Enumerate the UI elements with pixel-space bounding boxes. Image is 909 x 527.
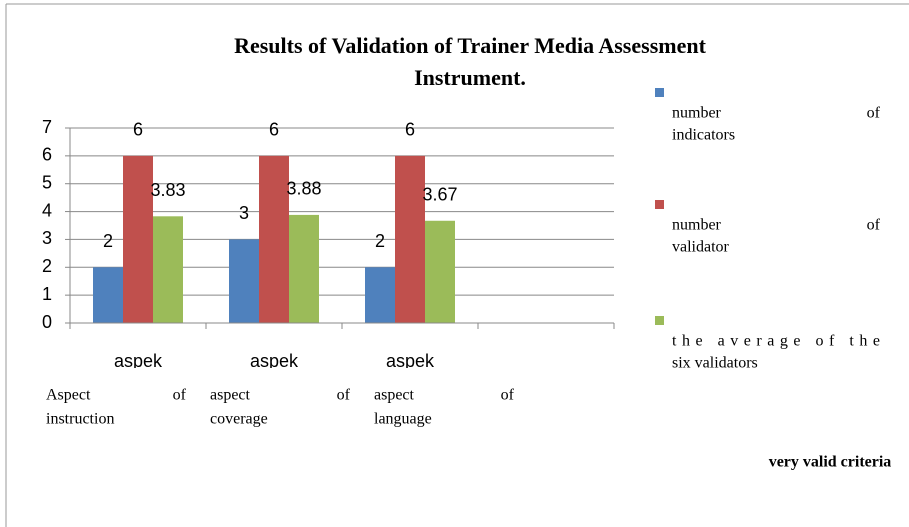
legend-swatch: [655, 316, 664, 325]
bar: [229, 239, 259, 323]
bar: [153, 216, 183, 323]
category-description: of: [173, 387, 187, 404]
category-description: language: [374, 411, 432, 428]
category-description: aspect: [210, 387, 251, 404]
legend-label: the average of the: [672, 333, 880, 350]
y-tick-label: 3: [42, 228, 52, 248]
legend-label: indicators: [672, 127, 735, 144]
category-description: instruction: [46, 411, 114, 428]
data-label: 3.83: [150, 180, 185, 200]
chart-title: Results of Validation of Trainer Media A…: [234, 33, 706, 58]
legend-label: validator: [672, 239, 730, 256]
x-tick-label: aspek: [114, 351, 163, 371]
data-label: 3.67: [422, 185, 457, 205]
bar: [93, 267, 123, 323]
category-description: Aspect: [46, 387, 91, 404]
x-tick-label: aspek: [250, 351, 299, 371]
note: very valid criteria: [769, 454, 892, 471]
category-description: of: [337, 387, 351, 404]
bar: [365, 267, 395, 323]
bar: [289, 214, 319, 323]
data-label: 3.88: [286, 179, 321, 199]
legend-label: of: [867, 217, 881, 234]
label-mask: [60, 368, 560, 380]
bar: [395, 155, 425, 323]
y-tick-label: 5: [42, 172, 52, 192]
legend-label: number: [672, 105, 722, 122]
legend-swatch: [655, 200, 664, 209]
chart-title: Instrument.: [414, 65, 526, 90]
data-label: 6: [133, 120, 143, 140]
y-tick-label: 7: [42, 117, 52, 137]
y-tick-label: 4: [42, 200, 52, 220]
legend-label: of: [867, 105, 881, 122]
bar: [259, 155, 289, 323]
category-description: of: [501, 387, 515, 404]
legend-label: six validators: [672, 355, 758, 372]
y-tick-label: 2: [42, 256, 52, 276]
data-label: 6: [269, 120, 279, 140]
x-tick-label: aspek: [386, 351, 435, 371]
bar: [425, 220, 455, 323]
category-description: aspect: [374, 387, 415, 404]
legend-swatch: [655, 88, 664, 97]
data-label: 3: [239, 203, 249, 223]
y-tick-label: 1: [42, 284, 52, 304]
bar: [123, 155, 153, 323]
data-label: 2: [375, 231, 385, 251]
category-description: coverage: [210, 411, 268, 428]
data-label: 6: [405, 120, 415, 140]
y-tick-label: 0: [42, 312, 52, 332]
data-label: 2: [103, 231, 113, 251]
legend-label: number: [672, 217, 722, 234]
y-tick-label: 6: [42, 145, 52, 165]
